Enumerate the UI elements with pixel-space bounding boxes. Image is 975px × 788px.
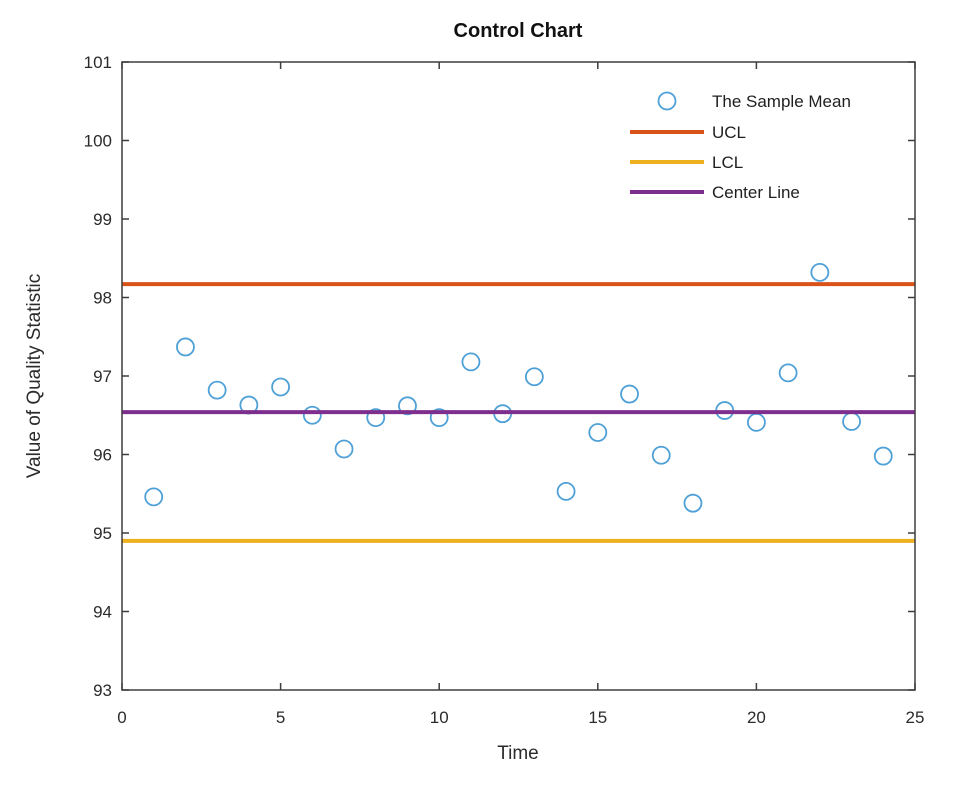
y-tick-label: 94	[93, 603, 112, 622]
data-point	[461, 352, 481, 372]
x-tick-label: 5	[276, 708, 285, 727]
legend-label: The Sample Mean	[712, 92, 851, 111]
data-point	[366, 408, 386, 428]
data-point	[398, 396, 417, 416]
data-point	[429, 408, 449, 428]
x-tick-label: 15	[588, 708, 607, 727]
data-point	[524, 367, 544, 387]
data-point	[620, 384, 639, 404]
data-point	[207, 380, 227, 400]
y-tick-label: 101	[84, 53, 112, 72]
data-point	[651, 445, 671, 465]
y-tick-label: 96	[93, 446, 112, 465]
data-point	[810, 262, 830, 282]
data-point	[556, 481, 576, 501]
y-tick-label: 100	[84, 132, 112, 151]
y-tick-label: 97	[93, 367, 112, 386]
series-layer	[122, 262, 915, 543]
legend: The Sample Mean UCL LCL Center Line	[630, 91, 851, 202]
y-tick-label: 99	[93, 210, 112, 229]
y-axis-label: Value of Quality Statistic	[24, 274, 45, 479]
x-tick-label: 20	[747, 708, 766, 727]
data-point	[588, 423, 608, 442]
data-point	[873, 446, 893, 466]
data-point	[334, 439, 354, 459]
y-tick-label: 93	[93, 681, 112, 700]
x-axis-label: Time	[497, 743, 539, 764]
legend-label: Center Line	[712, 183, 800, 202]
x-tick-label: 10	[430, 708, 449, 727]
data-point	[271, 377, 291, 397]
data-point	[176, 337, 195, 357]
plot-box	[121, 61, 916, 691]
data-point	[144, 487, 164, 507]
y-tick-label: 98	[93, 289, 112, 308]
x-tick-label: 0	[117, 708, 126, 727]
y-tick-label: 95	[93, 524, 112, 543]
data-point	[842, 412, 861, 431]
data-point	[683, 493, 703, 513]
data-point	[302, 405, 322, 425]
x-tick-label: 25	[906, 708, 925, 727]
chart-title: Control Chart	[454, 20, 583, 42]
legend-marker-icon	[657, 91, 677, 111]
data-point	[778, 363, 798, 383]
tick-layer: 0 5 10 15 20 25 93 94 95 96 97 98 99 100 101	[84, 53, 925, 727]
legend-label: UCL	[712, 123, 746, 142]
data-point	[747, 412, 766, 432]
legend-label: LCL	[712, 153, 743, 172]
